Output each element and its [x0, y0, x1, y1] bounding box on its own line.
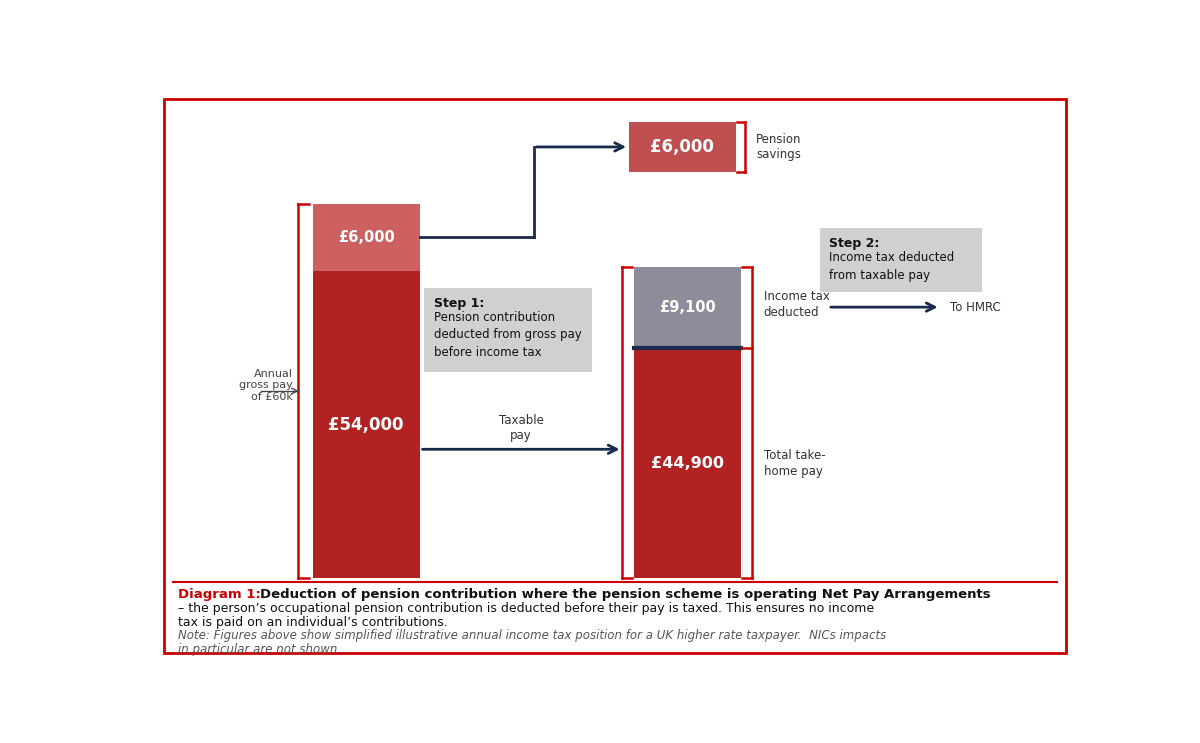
- Text: £44,900: £44,900: [650, 455, 724, 470]
- Bar: [313, 271, 420, 578]
- Bar: [629, 122, 736, 172]
- Bar: [425, 288, 592, 372]
- Bar: [313, 204, 420, 271]
- Bar: [634, 348, 740, 578]
- Text: Income tax
deducted: Income tax deducted: [764, 290, 829, 319]
- Text: Pension contribution
deducted from gross pay
before income tax: Pension contribution deducted from gross…: [433, 311, 581, 359]
- Text: £6,000: £6,000: [338, 230, 395, 245]
- Text: Pension
savings: Pension savings: [756, 133, 802, 161]
- Text: Income tax deducted
from taxable pay: Income tax deducted from taxable pay: [829, 251, 954, 282]
- FancyBboxPatch shape: [164, 99, 1066, 652]
- Text: Step 2:: Step 2:: [829, 237, 880, 250]
- Bar: [634, 267, 740, 348]
- Text: Diagram 1:: Diagram 1:: [178, 588, 260, 601]
- Text: £6,000: £6,000: [650, 138, 714, 156]
- Text: Step 1:: Step 1:: [433, 297, 484, 310]
- Text: Deduction of pension contribution where the pension scheme is operating Net Pay : Deduction of pension contribution where …: [259, 588, 990, 601]
- Text: – the person’s occupational pension contribution is deducted before their pay is: – the person’s occupational pension cont…: [178, 602, 874, 614]
- Text: Note: Figures above show simplified illustrative annual income tax position for : Note: Figures above show simplified illu…: [178, 629, 886, 642]
- Text: To HMRC: To HMRC: [950, 301, 1001, 314]
- Text: Annual
gross pay
of £60k: Annual gross pay of £60k: [240, 369, 293, 402]
- Text: Taxable
pay: Taxable pay: [499, 415, 544, 442]
- Text: tax is paid on an individual’s contributions.: tax is paid on an individual’s contribut…: [178, 615, 448, 629]
- Text: £9,100: £9,100: [659, 299, 715, 314]
- Text: in particular are not shown.: in particular are not shown.: [178, 643, 341, 656]
- Text: Total take-
home pay: Total take- home pay: [764, 449, 826, 478]
- Text: £54,000: £54,000: [329, 415, 404, 434]
- Bar: [820, 228, 983, 292]
